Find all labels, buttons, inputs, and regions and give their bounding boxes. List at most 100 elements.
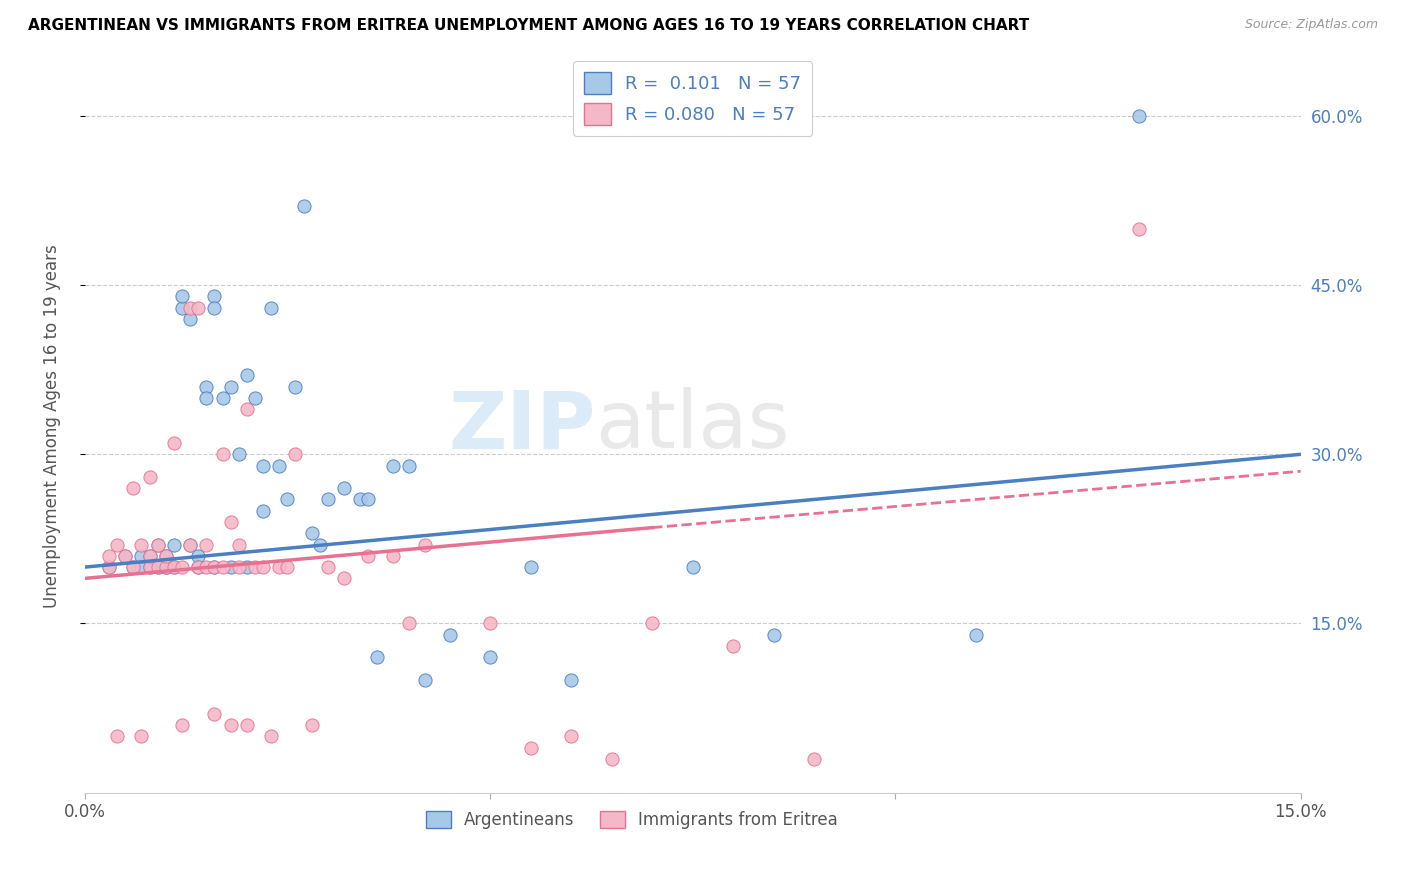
Point <box>276 492 298 507</box>
Point <box>204 560 226 574</box>
Point <box>163 537 186 551</box>
Point <box>138 470 160 484</box>
Point <box>398 458 420 473</box>
Point <box>122 560 145 574</box>
Point <box>301 526 323 541</box>
Point <box>600 752 623 766</box>
Point <box>381 458 404 473</box>
Point <box>333 571 356 585</box>
Point <box>187 301 209 315</box>
Point <box>138 560 160 574</box>
Point <box>131 560 153 574</box>
Point <box>479 650 502 665</box>
Point <box>170 718 193 732</box>
Point <box>349 492 371 507</box>
Point <box>1128 109 1150 123</box>
Point <box>308 537 330 551</box>
Point <box>269 458 291 473</box>
Point <box>195 391 218 405</box>
Point <box>146 560 169 574</box>
Point <box>131 537 153 551</box>
Point <box>276 560 298 574</box>
Point <box>965 628 987 642</box>
Point <box>122 560 145 574</box>
Text: atlas: atlas <box>595 387 790 465</box>
Point <box>155 560 177 574</box>
Text: Source: ZipAtlas.com: Source: ZipAtlas.com <box>1244 18 1378 31</box>
Point <box>219 718 242 732</box>
Point <box>762 628 785 642</box>
Point <box>228 560 250 574</box>
Point <box>179 301 201 315</box>
Point <box>155 560 177 574</box>
Point <box>284 447 307 461</box>
Point <box>803 752 825 766</box>
Point <box>204 706 226 721</box>
Point <box>228 447 250 461</box>
Point <box>260 301 283 315</box>
Point <box>131 549 153 563</box>
Point <box>357 549 380 563</box>
Point <box>163 560 186 574</box>
Point <box>146 537 169 551</box>
Point <box>187 560 209 574</box>
Point <box>413 673 436 687</box>
Point <box>479 616 502 631</box>
Point <box>292 199 315 213</box>
Point <box>114 549 136 563</box>
Point <box>260 729 283 743</box>
Point <box>170 560 193 574</box>
Point <box>155 549 177 563</box>
Point <box>163 436 186 450</box>
Point <box>236 402 259 417</box>
Point <box>333 481 356 495</box>
Point <box>138 549 160 563</box>
Point <box>114 549 136 563</box>
Point <box>211 560 233 574</box>
Point <box>98 560 121 574</box>
Point <box>316 560 339 574</box>
Point <box>155 560 177 574</box>
Point <box>195 379 218 393</box>
Point <box>163 560 186 574</box>
Point <box>170 289 193 303</box>
Point <box>219 379 242 393</box>
Point <box>1128 221 1150 235</box>
Legend: Argentineans, Immigrants from Eritrea: Argentineans, Immigrants from Eritrea <box>419 804 845 836</box>
Text: ARGENTINEAN VS IMMIGRANTS FROM ERITREA UNEMPLOYMENT AMONG AGES 16 TO 19 YEARS CO: ARGENTINEAN VS IMMIGRANTS FROM ERITREA U… <box>28 18 1029 33</box>
Text: ZIP: ZIP <box>449 387 595 465</box>
Point <box>179 312 201 326</box>
Y-axis label: Unemployment Among Ages 16 to 19 years: Unemployment Among Ages 16 to 19 years <box>44 244 60 608</box>
Point <box>98 549 121 563</box>
Point <box>228 537 250 551</box>
Point <box>721 639 744 653</box>
Point <box>284 379 307 393</box>
Point <box>204 560 226 574</box>
Point <box>519 740 541 755</box>
Point <box>195 537 218 551</box>
Point <box>269 560 291 574</box>
Point <box>179 537 201 551</box>
Point <box>138 560 160 574</box>
Point <box>398 616 420 631</box>
Point <box>155 549 177 563</box>
Point <box>413 537 436 551</box>
Point <box>560 673 582 687</box>
Point <box>357 492 380 507</box>
Point <box>138 549 160 563</box>
Point <box>236 718 259 732</box>
Point <box>179 537 201 551</box>
Point <box>439 628 461 642</box>
Point <box>236 368 259 383</box>
Point <box>316 492 339 507</box>
Point <box>195 560 218 574</box>
Point <box>204 289 226 303</box>
Point <box>252 560 274 574</box>
Point <box>146 537 169 551</box>
Point <box>252 504 274 518</box>
Point <box>211 447 233 461</box>
Point <box>105 537 128 551</box>
Point <box>381 549 404 563</box>
Point <box>560 729 582 743</box>
Point <box>219 560 242 574</box>
